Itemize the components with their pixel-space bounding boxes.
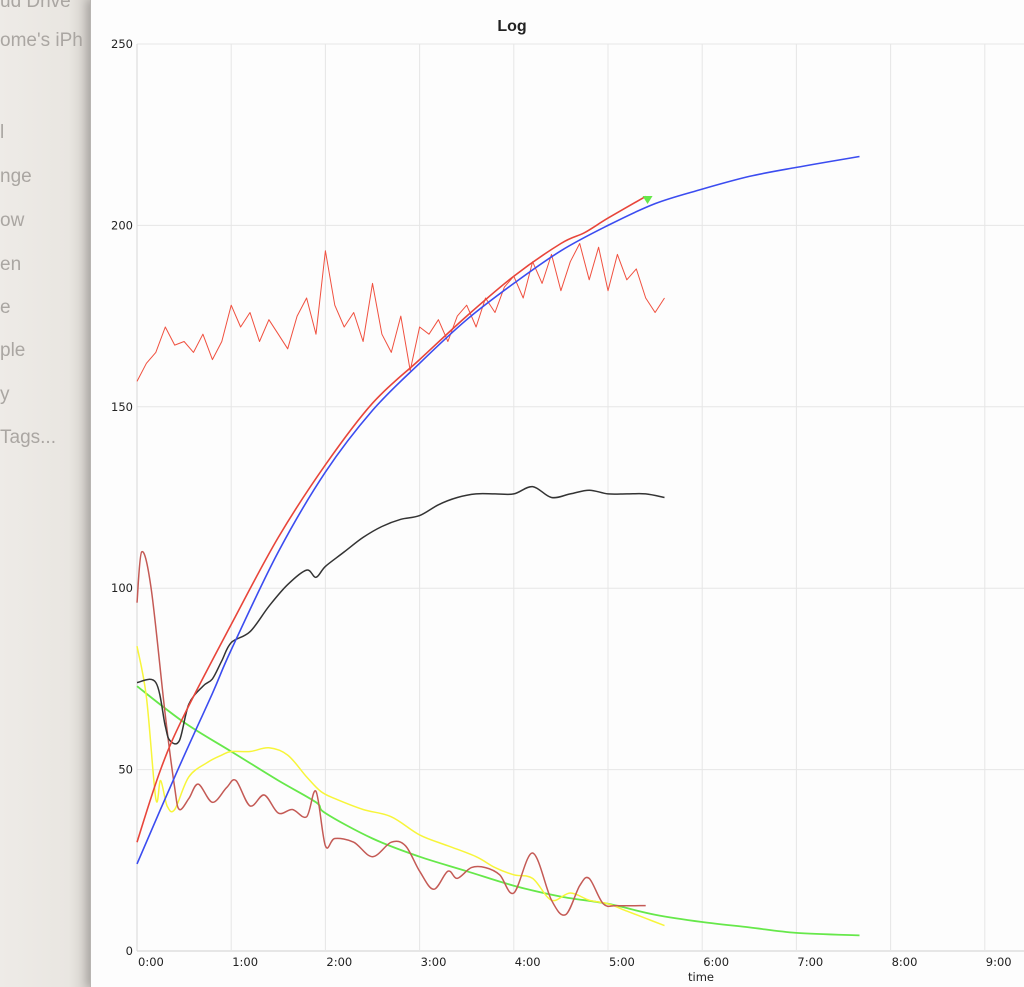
y-tick-label: 250 [111, 37, 133, 51]
series-dark-red [136, 550, 646, 916]
y-tick-label: 200 [111, 218, 133, 232]
y-tick-label: 150 [111, 400, 133, 414]
sidebar-item-tag-red[interactable]: l [0, 122, 5, 143]
finder-sidebar: ud Drive ome's iPh l nge ow en e ple y T… [0, 0, 92, 987]
y-tick-label: 100 [111, 581, 133, 595]
markers [642, 196, 653, 205]
x-tick-label: 7:00 [797, 955, 823, 969]
sidebar-item-tag-green[interactable]: en [0, 254, 22, 275]
sidebar-item-iphone[interactable]: ome's iPh [0, 30, 83, 51]
log-window [90, 0, 1024, 987]
sidebar-item-tag-blue[interactable]: e [0, 297, 11, 318]
x-tick-label: 9:00 [986, 955, 1012, 969]
series-green [136, 685, 860, 937]
series-noisy-red [136, 243, 665, 382]
chart-title: Log [497, 18, 527, 35]
sidebar-item-tag-purple[interactable]: ple [0, 340, 26, 361]
sidebar-item-all-tags[interactable]: Tags... [0, 427, 56, 448]
current-point-marker [642, 196, 653, 205]
x-tick-label: 1:00 [232, 955, 258, 969]
x-tick-label: 3:00 [421, 955, 447, 969]
sidebar-item-tag-gray[interactable]: y [0, 384, 10, 405]
y-tick-label: 0 [126, 944, 133, 958]
x-tick-label: 0:00 [138, 955, 164, 969]
series-black [136, 485, 665, 745]
axis-ticks: 0 50 100 150 200 250 0:00 1:00 2:00 3:00 4:00 5:00 6… [111, 37, 1012, 969]
x-axis-label: time [688, 970, 714, 984]
series-yellow [136, 646, 665, 927]
series-blue [136, 155, 860, 865]
grid [136, 43, 1024, 952]
x-tick-label: 4:00 [515, 955, 541, 969]
series-lines [136, 155, 860, 937]
x-tick-label: 8:00 [892, 955, 918, 969]
sidebar-item-tag-yellow[interactable]: ow [0, 210, 25, 231]
series-red-smooth [136, 195, 647, 843]
x-tick-label: 2:00 [326, 955, 352, 969]
x-tick-label: 5:00 [609, 955, 635, 969]
x-tick-label: 6:00 [703, 955, 729, 969]
sidebar-item-icloud-drive[interactable]: ud Drive [0, 0, 71, 12]
y-tick-label: 50 [118, 763, 133, 777]
sidebar-item-tag-orange[interactable]: nge [0, 166, 32, 187]
